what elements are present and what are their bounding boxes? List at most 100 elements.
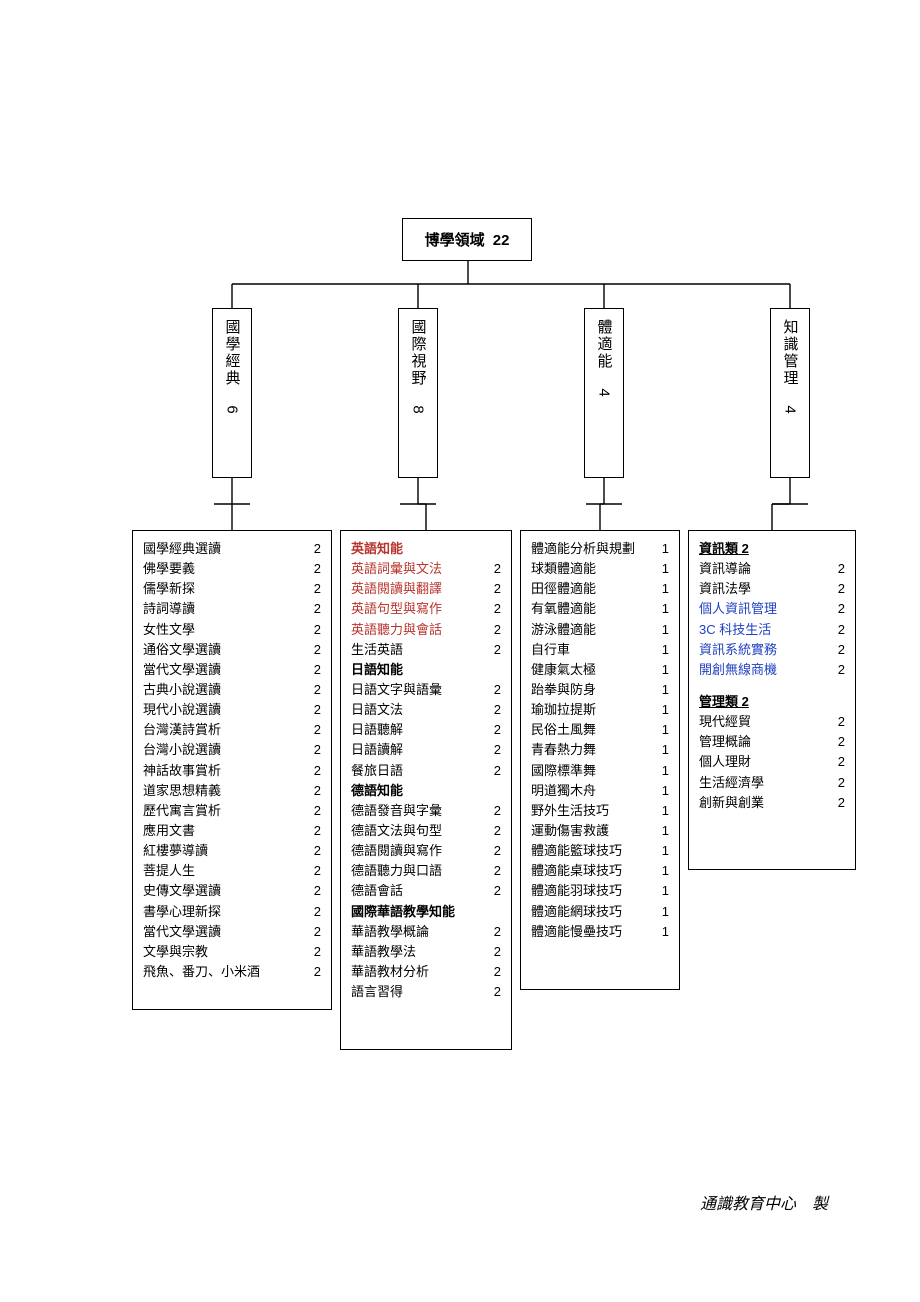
course-row: 女性文學2 bbox=[143, 620, 321, 640]
course-name: 開創無線商機 bbox=[699, 660, 777, 680]
course-row: 書學心理新探2 bbox=[143, 902, 321, 922]
course-credit: 2 bbox=[832, 559, 845, 579]
course-name: 自行車 bbox=[531, 640, 570, 660]
category-label: 體適能 bbox=[594, 319, 615, 370]
group-header: 國際華語教學知能 bbox=[351, 902, 501, 922]
course-credit: 1 bbox=[656, 579, 669, 599]
course-list: 國學經典選讀2佛學要義2儒學新探2詩詞導讀2女性文學2通俗文學選讀2當代文學選讀… bbox=[132, 530, 332, 1010]
course-credit: 2 bbox=[488, 982, 501, 1002]
course-row: 體適能桌球技巧 1 bbox=[531, 861, 669, 881]
course-row: 應用文書2 bbox=[143, 821, 321, 841]
course-credit: 1 bbox=[656, 861, 669, 881]
course-name: 資訊法學 bbox=[699, 579, 751, 599]
course-name: 日語聽解 bbox=[351, 720, 403, 740]
category-label: 國學經典 bbox=[222, 319, 243, 387]
course-credit: 2 bbox=[832, 752, 845, 772]
course-credit: 2 bbox=[488, 801, 501, 821]
course-list: 資訊類 2資訊導論2資訊法學2個人資訊管理23C 科技生活2資訊系統實務2開創無… bbox=[688, 530, 856, 870]
course-name: 菩提人生 bbox=[143, 861, 195, 881]
course-credit: 2 bbox=[488, 841, 501, 861]
course-name: 資訊導論 bbox=[699, 559, 751, 579]
course-row: 英語閱讀與翻譯2 bbox=[351, 579, 501, 599]
course-name: 體適能分析與規劃 bbox=[531, 539, 635, 559]
course-credit: 2 bbox=[488, 640, 501, 660]
course-credit: 2 bbox=[308, 881, 321, 901]
course-credit: 2 bbox=[832, 732, 845, 752]
course-row: 國際標準舞1 bbox=[531, 761, 669, 781]
root-node: 博學領域 22 bbox=[402, 218, 532, 261]
course-credit: 2 bbox=[308, 700, 321, 720]
course-list: 英語知能英語詞彙與文法2英語閱讀與翻譯2英語句型與寫作2英語聽力與會話2生活英語… bbox=[340, 530, 512, 1050]
course-name: 紅樓夢導讀 bbox=[143, 841, 208, 861]
course-name: 德語閱讀與寫作 bbox=[351, 841, 442, 861]
group-header-label: 管理類 2 bbox=[699, 692, 749, 712]
course-row: 體適能網球技巧1 bbox=[531, 902, 669, 922]
course-name: 健康氣太極 bbox=[531, 660, 596, 680]
course-row: 古典小說選讀2 bbox=[143, 680, 321, 700]
course-row: 德語閱讀與寫作 2 bbox=[351, 841, 501, 861]
category-node: 知識管理4 bbox=[770, 308, 810, 478]
course-credit: 2 bbox=[832, 620, 845, 640]
course-credit: 2 bbox=[488, 579, 501, 599]
group-header-label: 國際華語教學知能 bbox=[351, 902, 455, 922]
course-credit: 1 bbox=[656, 801, 669, 821]
group-header-label: 日語知能 bbox=[351, 660, 403, 680]
course-row: 詩詞導讀2 bbox=[143, 599, 321, 619]
course-name: 通俗文學選讀 bbox=[143, 640, 221, 660]
course-credit: 2 bbox=[308, 640, 321, 660]
course-credit: 2 bbox=[832, 660, 845, 680]
course-credit: 2 bbox=[308, 740, 321, 760]
course-row: 日語文字與語彙2 bbox=[351, 680, 501, 700]
course-row: 瑜珈拉提斯1 bbox=[531, 700, 669, 720]
course-row: 資訊導論 2 bbox=[699, 559, 845, 579]
course-row: 民俗土風舞1 bbox=[531, 720, 669, 740]
footer-credit: 通識教育中心 製 bbox=[700, 1190, 828, 1214]
course-credit: 2 bbox=[488, 620, 501, 640]
course-credit: 2 bbox=[308, 539, 321, 559]
course-row: 儒學新探2 bbox=[143, 579, 321, 599]
course-name: 儒學新探 bbox=[143, 579, 195, 599]
course-credit: 2 bbox=[488, 559, 501, 579]
course-name: 資訊系統實務 bbox=[699, 640, 777, 660]
course-row: 球類體適能1 bbox=[531, 559, 669, 579]
course-credit: 1 bbox=[656, 740, 669, 760]
category-label: 知識管理 bbox=[780, 319, 801, 387]
course-credit: 2 bbox=[488, 680, 501, 700]
course-row: 現代小說選讀2 bbox=[143, 700, 321, 720]
course-credit: 1 bbox=[656, 781, 669, 801]
course-row: 歷代寓言賞析2 bbox=[143, 801, 321, 821]
course-name: 球類體適能 bbox=[531, 559, 596, 579]
course-credit: 2 bbox=[308, 559, 321, 579]
course-credit: 2 bbox=[488, 599, 501, 619]
course-name: 華語教學法 bbox=[351, 942, 416, 962]
course-name: 體適能桌球技巧 bbox=[531, 861, 622, 881]
course-row: 文學與宗教2 bbox=[143, 942, 321, 962]
course-name: 台灣小說選讀 bbox=[143, 740, 221, 760]
category-count: 4 bbox=[596, 388, 613, 396]
course-credit: 2 bbox=[308, 781, 321, 801]
course-row: 華語教材分析2 bbox=[351, 962, 501, 982]
course-row: 野外生活技巧1 bbox=[531, 801, 669, 821]
course-credit: 2 bbox=[488, 761, 501, 781]
group-header: 德語知能 bbox=[351, 781, 501, 801]
group-header: 資訊類 2 bbox=[699, 539, 845, 559]
category-count: 6 bbox=[224, 405, 241, 413]
course-row: 神話故事賞析2 bbox=[143, 761, 321, 781]
course-name: 田徑體適能 bbox=[531, 579, 596, 599]
course-row: 當代文學選讀2 bbox=[143, 660, 321, 680]
course-row: 台灣小說選讀 2 bbox=[143, 740, 321, 760]
course-name: 應用文書 bbox=[143, 821, 195, 841]
course-name: 生活英語 bbox=[351, 640, 403, 660]
category-node: 國學經典 6 bbox=[212, 308, 252, 478]
course-credit: 2 bbox=[308, 599, 321, 619]
course-row: 創新與創業2 bbox=[699, 793, 845, 813]
course-row: 體適能籃球技巧1 bbox=[531, 841, 669, 861]
category-count: 8 bbox=[410, 405, 427, 413]
course-name: 女性文學 bbox=[143, 620, 195, 640]
course-credit: 2 bbox=[308, 922, 321, 942]
course-row: 華語教學法2 bbox=[351, 942, 501, 962]
course-row: 青春熱力舞1 bbox=[531, 740, 669, 760]
course-credit: 1 bbox=[656, 902, 669, 922]
course-row: 田徑體適能 1 bbox=[531, 579, 669, 599]
group-header-label: 德語知能 bbox=[351, 781, 403, 801]
